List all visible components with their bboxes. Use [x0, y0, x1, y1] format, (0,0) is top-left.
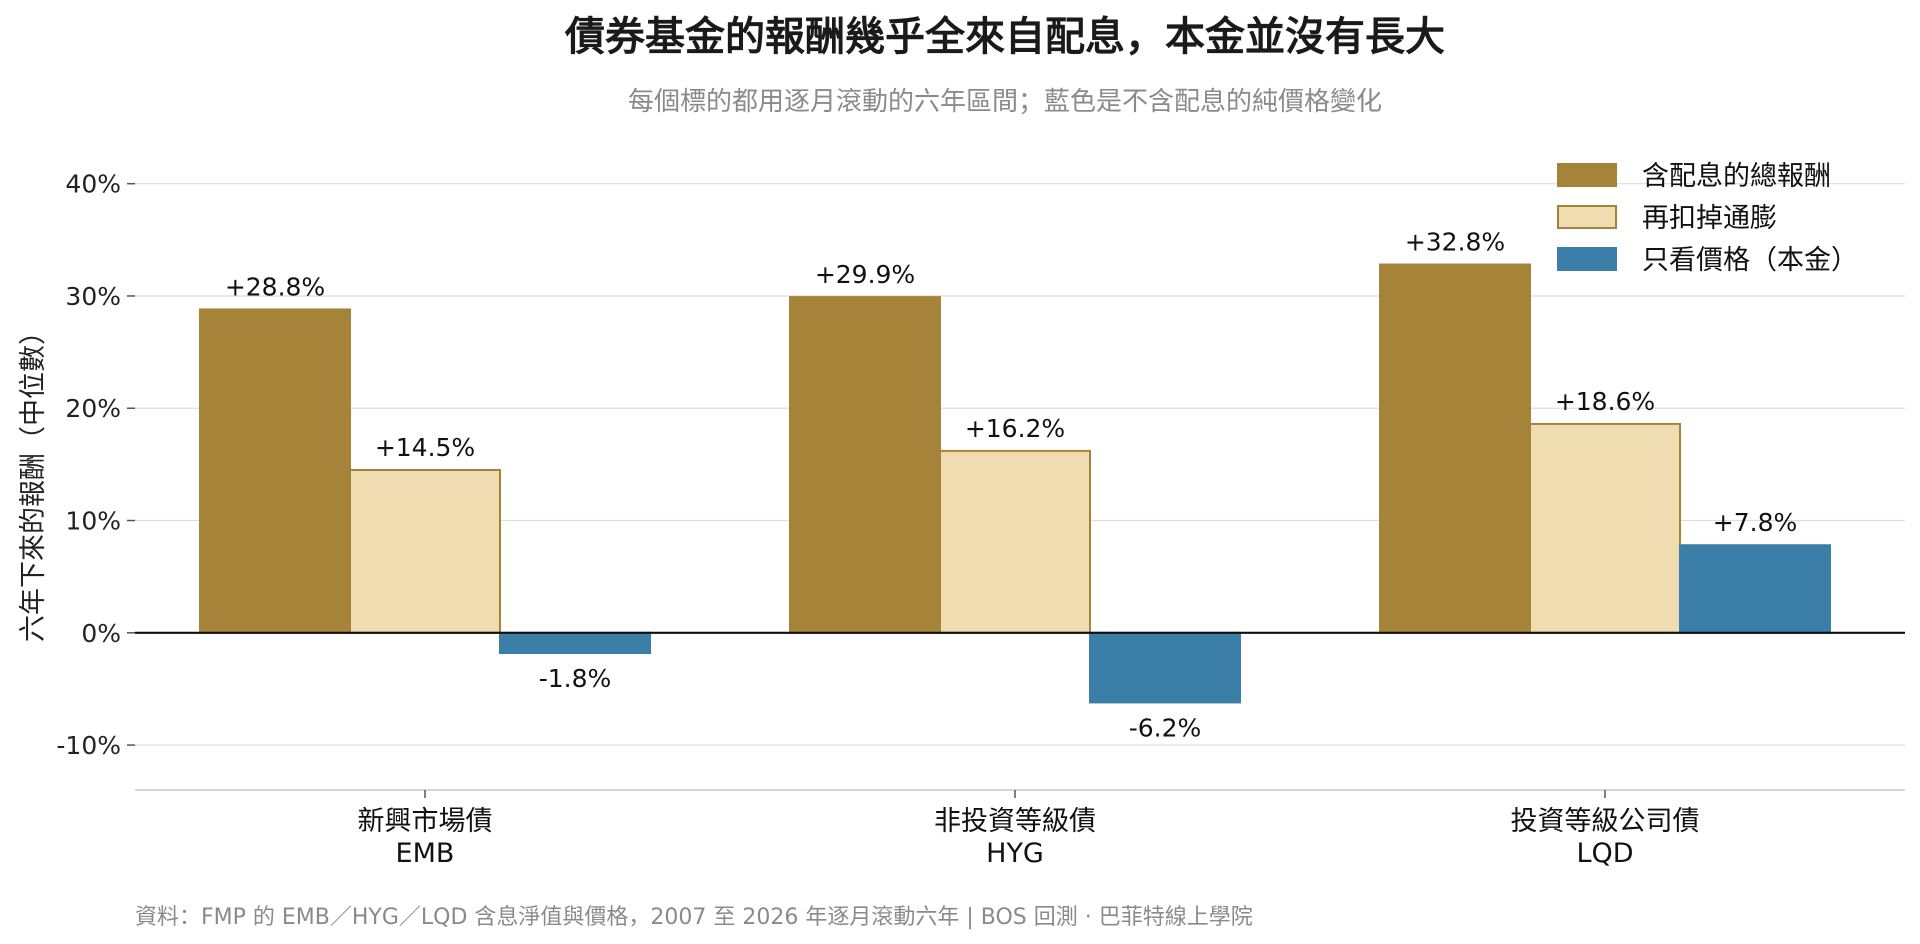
bars: +28.8% +14.5% -1.8% +29.9% +16.2% -6.2% +32.8%… [199, 228, 1831, 742]
data-label: +18.6% [1555, 387, 1655, 416]
source-note: 資料：FMP 的 EMB／HYG／LQD 含息淨值與價格，2007 至 2026… [135, 905, 1253, 930]
y-tick-label: 20% [65, 394, 121, 423]
legend-swatch [1557, 163, 1617, 187]
x-tick-ticker: LQD [1576, 838, 1633, 869]
data-label: +29.9% [815, 260, 915, 289]
x-tick-label: 投資等級公司債 [1511, 806, 1700, 837]
bar [1089, 631, 1241, 704]
legend-label: 只看價格（本金） [1642, 245, 1858, 276]
bar [1529, 422, 1681, 634]
data-label: +7.8% [1713, 508, 1797, 537]
x-tick-label: 非投資等級債 [934, 806, 1096, 837]
legend-swatch [1557, 247, 1617, 271]
bar [1379, 263, 1531, 634]
y-axis-label: 六年下來的報酬（中位數） [18, 318, 49, 642]
x-tick-ticker: HYG [986, 838, 1044, 869]
y-tick-label: 10% [65, 507, 121, 536]
data-label: -1.8% [539, 664, 612, 693]
y-tick-label: 0% [81, 619, 121, 648]
y-tick-label: -10% [56, 731, 121, 760]
bar [349, 469, 501, 634]
data-label: +14.5% [375, 433, 475, 462]
data-label: +16.2% [965, 414, 1065, 443]
x-tick-ticker: EMB [396, 838, 455, 869]
legend-label: 再扣掉通膨 [1642, 203, 1777, 234]
data-label: -6.2% [1129, 713, 1202, 742]
legend-label: 含配息的總報酬 [1642, 161, 1831, 192]
bar [1679, 544, 1831, 634]
chart-subtitle: 每個標的都用逐月滾動的六年區間；藍色是不含配息的純價格變化 [628, 87, 1382, 117]
bar [199, 308, 351, 634]
y-tick-label: 30% [65, 282, 121, 311]
chart-title: 債券基金的報酬幾乎全來自配息，本金並沒有長大 [564, 14, 1445, 60]
data-label: +28.8% [225, 272, 325, 301]
bar [939, 449, 1091, 634]
bar [789, 296, 941, 634]
bar [499, 631, 651, 655]
x-tick-label: 新興市場債 [358, 806, 493, 837]
y-tick-label: 40% [65, 170, 121, 199]
legend-swatch [1557, 205, 1617, 229]
data-label: +32.8% [1405, 228, 1505, 257]
